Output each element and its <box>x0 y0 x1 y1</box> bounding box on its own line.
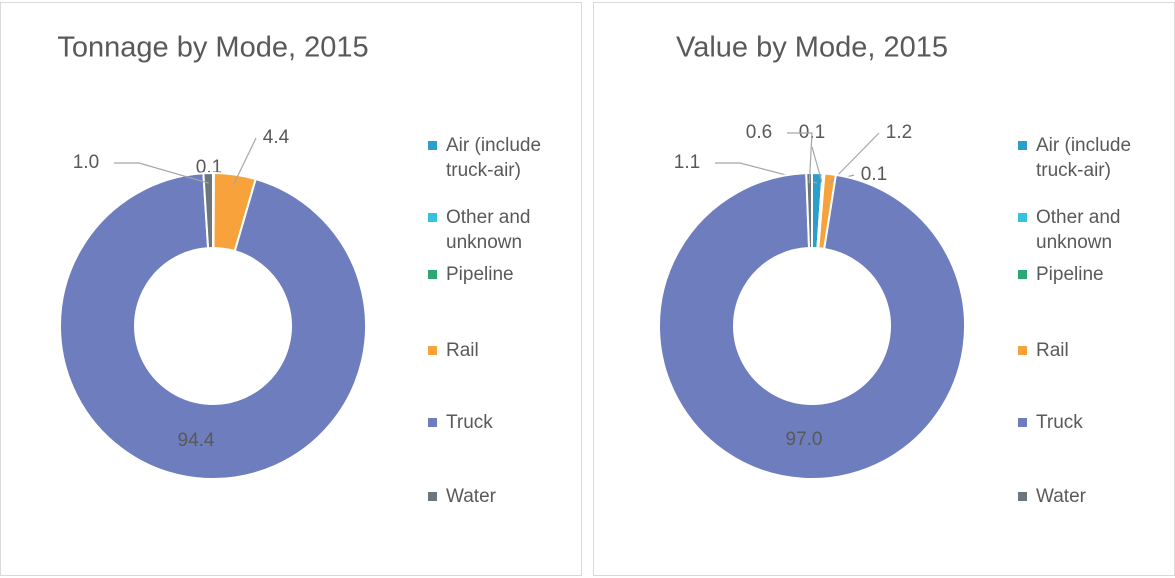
legend-label: Rail <box>1036 340 1069 361</box>
legend-swatch <box>428 492 437 501</box>
donut-slice <box>59 172 367 480</box>
legend-label: Truck <box>1036 412 1083 433</box>
leader-line <box>787 132 813 184</box>
chart-panel: Tonnage by Mode, 2015 0.1 4.4 94.4 1.0 Air (i… <box>0 2 582 576</box>
legend-swatch <box>428 346 437 355</box>
legend-label: Other and unknown <box>446 207 531 253</box>
legend-swatch <box>428 418 437 427</box>
legend-swatch <box>428 213 437 222</box>
legend-entry: Pipeline <box>1018 262 1158 287</box>
legend-label: Pipeline <box>1036 264 1104 285</box>
legend-entry: Other and unknown <box>1018 205 1158 255</box>
data-label: 94.4 <box>178 430 215 451</box>
data-label: 4.4 <box>263 127 290 148</box>
donut-slice <box>805 171 813 250</box>
data-label: 1.0 <box>73 152 99 173</box>
legend-entry: Pipeline <box>428 262 568 287</box>
legend-entry: Rail <box>1018 338 1158 363</box>
donut-slice <box>202 171 214 250</box>
data-label: 97.0 <box>786 429 823 450</box>
leader-line <box>811 146 823 184</box>
legend-label: Other and unknown <box>1036 207 1121 253</box>
legend-entry: Air (include truck-air) <box>1018 133 1158 183</box>
legend-label: Rail <box>446 340 479 361</box>
legend-entry: Truck <box>428 410 568 435</box>
legend-swatch <box>428 141 437 150</box>
chart-title: Tonnage by Mode, 2015 <box>57 32 368 64</box>
legend-label: Water <box>1036 486 1086 507</box>
legend-label: Air (include truck-air) <box>1036 135 1132 181</box>
legend-swatch <box>1018 492 1027 501</box>
data-label: 1.2 <box>886 122 912 143</box>
legend-swatch <box>1018 270 1027 279</box>
legend-label: Pipeline <box>446 264 514 285</box>
legend-label: Water <box>446 486 496 507</box>
legend-swatch <box>1018 141 1027 150</box>
legend-entry: Water <box>428 484 568 509</box>
legend-swatch <box>428 270 437 279</box>
data-label: 1.1 <box>674 152 700 173</box>
legend-swatch <box>1018 418 1027 427</box>
legend-entry: Rail <box>428 338 568 363</box>
chart-title: Value by Mode, 2015 <box>676 32 948 64</box>
legend-label: Air (include truck-air) <box>446 135 542 181</box>
legend-entry: Other and unknown <box>428 205 568 255</box>
legend-label: Truck <box>446 412 493 433</box>
data-label: 0.6 <box>746 122 772 143</box>
leader-line <box>114 162 209 184</box>
legend-entry: Water <box>1018 484 1158 509</box>
data-label: 0.1 <box>861 164 887 185</box>
chart-panel: Value by Mode, 2015 1.1 0.1 0.1 1.2 97.0 0.6 Ai… <box>593 2 1175 576</box>
legend-entry: Air (include truck-air) <box>428 133 568 183</box>
leader-line <box>233 137 257 185</box>
legend-swatch <box>1018 213 1027 222</box>
legend-entry: Truck <box>1018 410 1158 435</box>
donut-slice <box>658 172 966 480</box>
legend-swatch <box>1018 346 1027 355</box>
